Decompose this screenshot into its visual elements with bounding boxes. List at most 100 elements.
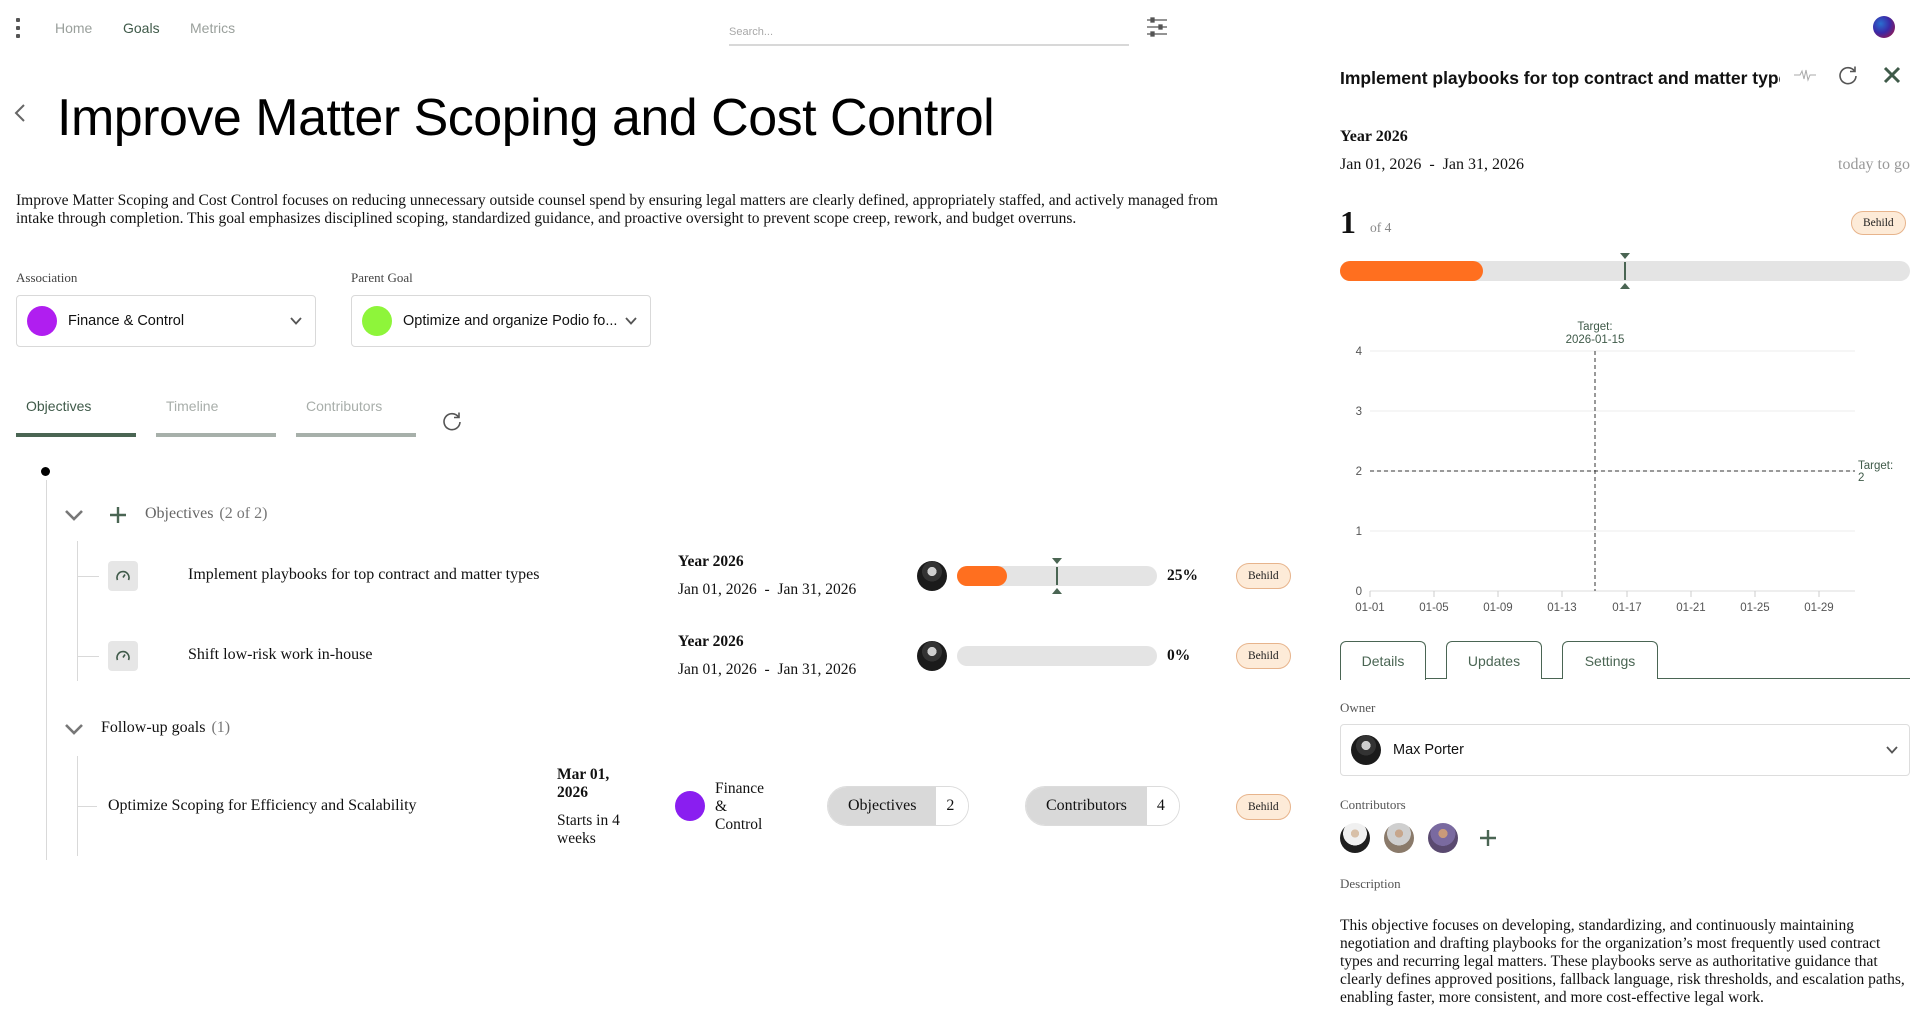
chevron-down-icon bbox=[290, 317, 302, 325]
parent-goal-label: Parent Goal bbox=[351, 270, 413, 285]
add-contributor-plus-icon[interactable] bbox=[1479, 829, 1497, 847]
followup-group-label: Follow-up goals (1) bbox=[101, 719, 231, 736]
followup-goal-title[interactable]: Optimize Scoping for Efficiency and Scal… bbox=[108, 797, 417, 814]
svg-text:01-17: 01-17 bbox=[1612, 602, 1641, 614]
objective-metric-icon-box bbox=[108, 561, 138, 591]
svg-text:01-05: 01-05 bbox=[1419, 602, 1448, 614]
progress-percent: 0% bbox=[1167, 647, 1191, 664]
objective-title[interactable]: Shift low-risk work in-house bbox=[188, 646, 373, 663]
tab-timeline[interactable]: Timeline bbox=[166, 398, 219, 414]
svg-text:3: 3 bbox=[1356, 406, 1362, 418]
add-objective-plus-icon[interactable] bbox=[108, 505, 128, 525]
refresh-icon[interactable] bbox=[1837, 64, 1859, 86]
objective-title[interactable]: Implement playbooks for top contract and… bbox=[188, 566, 540, 583]
contributors-label: Contributors bbox=[1340, 797, 1406, 812]
association-color-dot bbox=[27, 306, 57, 336]
description-label: Description bbox=[1340, 876, 1401, 891]
panel-tab-updates[interactable]: Updates bbox=[1446, 641, 1542, 679]
objectives-group-label: Objectives (2 of 2) bbox=[145, 505, 268, 522]
svg-text:01-01: 01-01 bbox=[1355, 602, 1384, 614]
owner-label: Owner bbox=[1340, 700, 1376, 715]
tree-connector bbox=[77, 656, 99, 657]
association-label: Association bbox=[16, 270, 78, 285]
objective-progress-bar bbox=[957, 646, 1157, 666]
collapse-objectives-chevron-icon[interactable] bbox=[64, 508, 84, 522]
panel-current-value: 1 bbox=[1340, 204, 1356, 240]
panel-status-badge: Behild bbox=[1851, 211, 1906, 235]
filter-sliders-icon[interactable] bbox=[1146, 16, 1168, 38]
progress-fill bbox=[957, 566, 1007, 586]
svg-text:2: 2 bbox=[1356, 466, 1362, 478]
followup-association-dot bbox=[675, 791, 705, 821]
activity-pulse-icon[interactable] bbox=[1794, 68, 1816, 82]
tab-objectives[interactable]: Objectives bbox=[26, 398, 92, 414]
parent-goal-select[interactable]: Optimize and organize Podio fo... bbox=[351, 295, 651, 347]
panel-tab-settings[interactable]: Settings bbox=[1562, 641, 1658, 679]
svg-text:01-25: 01-25 bbox=[1740, 602, 1769, 614]
objective-period: Year 2026 bbox=[678, 553, 744, 570]
chevron-down-icon bbox=[1886, 746, 1898, 754]
nav-home[interactable]: Home bbox=[55, 20, 93, 36]
owner-avatar bbox=[1351, 735, 1381, 765]
association-select[interactable]: Finance & Control bbox=[16, 295, 316, 347]
page-title: Improve Matter Scoping and Cost Control bbox=[57, 89, 995, 147]
tree-root-dot bbox=[41, 467, 50, 476]
svg-text:4: 4 bbox=[1356, 346, 1363, 358]
owner-avatar[interactable] bbox=[917, 641, 947, 671]
tree-connector bbox=[77, 806, 97, 807]
user-avatar[interactable] bbox=[1873, 16, 1895, 38]
nav-goals[interactable]: Goals bbox=[123, 20, 160, 36]
objective-progress-bar bbox=[957, 558, 1157, 594]
panel-description: This objective focuses on developing, st… bbox=[1340, 917, 1905, 1006]
back-chevron-icon[interactable] bbox=[12, 100, 28, 126]
followup-start-date: Mar 01, 2026 bbox=[557, 766, 610, 801]
followup-starts-in: Starts in 4 weeks bbox=[557, 812, 620, 847]
target-marker-icon bbox=[1620, 253, 1630, 289]
contributor-avatar[interactable] bbox=[1340, 823, 1370, 853]
tree-connector bbox=[77, 576, 99, 577]
followup-contributors-pill[interactable]: Contributors 4 bbox=[1025, 786, 1180, 826]
gauge-icon bbox=[116, 650, 130, 661]
progress-percent: 25% bbox=[1167, 567, 1198, 584]
gauge-icon bbox=[116, 570, 130, 581]
association-value: Finance & Control bbox=[68, 313, 185, 329]
status-badge: Behild bbox=[1236, 794, 1291, 820]
owner-avatar[interactable] bbox=[917, 561, 947, 591]
menu-dot-icon bbox=[16, 18, 20, 22]
svg-text:1: 1 bbox=[1356, 526, 1362, 538]
nav-metrics[interactable]: Metrics bbox=[190, 20, 236, 36]
goal-description: Improve Matter Scoping and Cost Control … bbox=[16, 192, 1218, 227]
objective-period: Year 2026 bbox=[678, 633, 744, 650]
contributor-avatar[interactable] bbox=[1428, 823, 1458, 853]
parent-goal-value: Optimize and organize Podio fo... bbox=[403, 313, 618, 329]
svg-text:01-13: 01-13 bbox=[1547, 602, 1576, 614]
refresh-icon[interactable] bbox=[441, 410, 463, 432]
chevron-down-icon bbox=[625, 317, 637, 325]
search-input[interactable] bbox=[729, 14, 1129, 46]
panel-progress-bar bbox=[1340, 253, 1910, 289]
followup-objectives-pill[interactable]: Objectives 2 bbox=[827, 786, 970, 826]
target-marker-icon bbox=[1052, 558, 1062, 594]
objective-date-range: Jan 01, 2026 - Jan 31, 2026 bbox=[678, 581, 857, 598]
objectives-branch-line bbox=[77, 541, 78, 681]
svg-text:01-09: 01-09 bbox=[1483, 602, 1512, 614]
menu-dot-icon bbox=[16, 26, 20, 30]
owner-select[interactable]: Max Porter bbox=[1340, 724, 1910, 776]
tab-contributors[interactable]: Contributors bbox=[306, 398, 383, 414]
tree-root-line bbox=[46, 480, 47, 860]
svg-text:0: 0 bbox=[1356, 586, 1362, 598]
contributor-avatar[interactable] bbox=[1384, 823, 1414, 853]
panel-time-remaining: today to go bbox=[1838, 156, 1910, 173]
tab-contributors-underline bbox=[296, 433, 416, 437]
owner-name: Max Porter bbox=[1393, 742, 1464, 758]
objective-date-range: Jan 01, 2026 - Jan 31, 2026 bbox=[678, 661, 857, 678]
collapse-followup-chevron-icon[interactable] bbox=[64, 722, 84, 736]
status-badge: Behild bbox=[1236, 563, 1291, 589]
panel-tab-details[interactable]: Details bbox=[1340, 641, 1426, 680]
panel-date-range: Jan 01, 2026 - Jan 31, 2026 bbox=[1340, 156, 1524, 173]
tab-timeline-underline bbox=[156, 433, 276, 437]
main-menu-button[interactable] bbox=[14, 18, 22, 38]
svg-text:Target:: Target: bbox=[1577, 321, 1612, 333]
panel-period: Year 2026 bbox=[1340, 128, 1408, 145]
close-icon[interactable] bbox=[1883, 66, 1901, 84]
